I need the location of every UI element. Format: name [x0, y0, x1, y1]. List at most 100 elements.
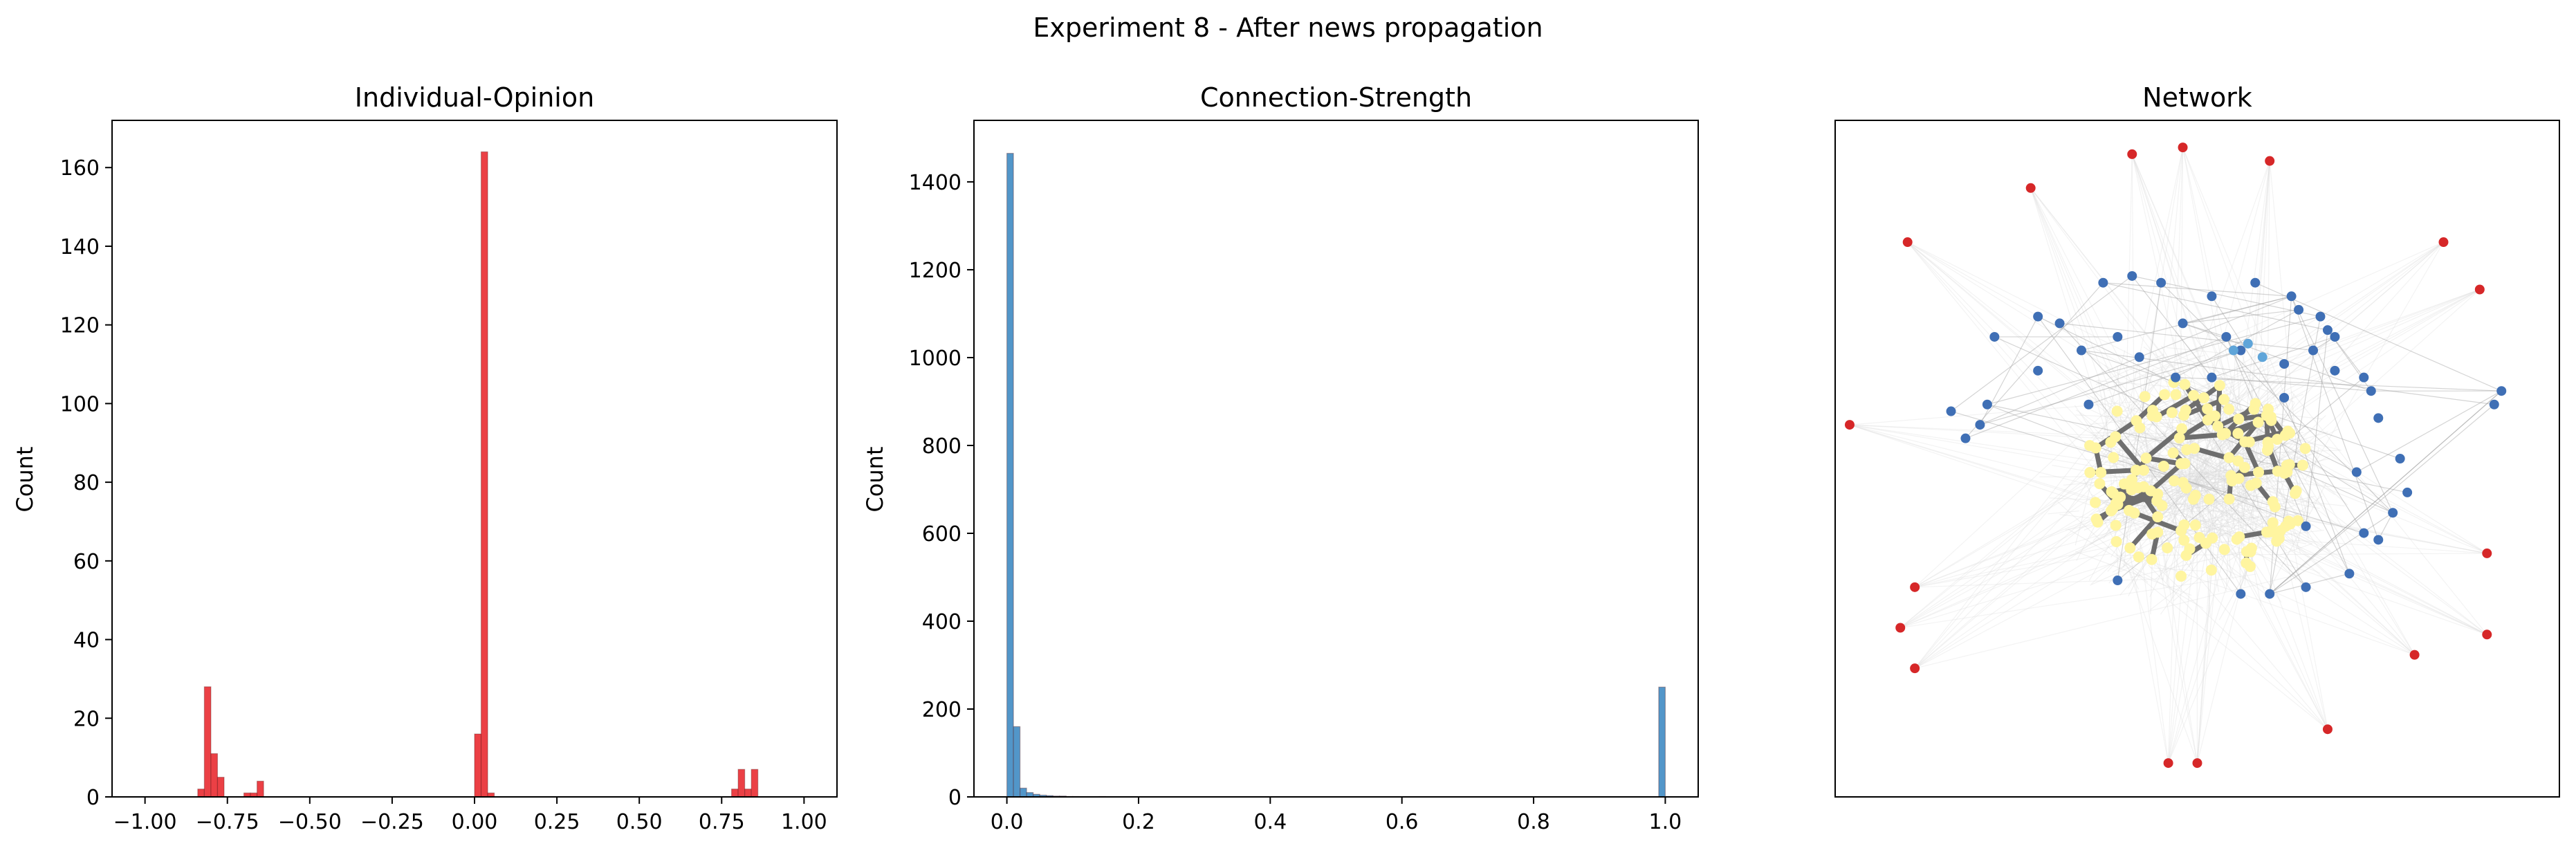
network-edge [2197, 478, 2246, 500]
y-tick-label: 0 [86, 786, 100, 810]
network-edge [1899, 473, 2152, 629]
y-tick-label: 40 [73, 629, 100, 653]
network-core-edge [2154, 393, 2196, 419]
network-node [2127, 270, 2137, 281]
network-edge [2188, 463, 2304, 522]
x-tick-label: −0.50 [278, 810, 342, 834]
network-edge [2266, 160, 2270, 518]
network-edge [2090, 508, 2260, 586]
network-node [2388, 508, 2398, 518]
network-outer-node [2127, 149, 2137, 159]
network-edge [2270, 573, 2350, 595]
network-node [2171, 372, 2181, 383]
network-edge [2083, 478, 2140, 590]
network-edge [2162, 461, 2279, 540]
network-edge [2112, 455, 2330, 573]
network-core-node [2095, 467, 2107, 479]
figure-title: Experiment 8 - After news propagation [1033, 12, 1543, 43]
opinion-histogram: Individual-Opinion −1.00 −0.75 −0.50 −0.25 0.… [12, 82, 838, 834]
x-tick-label: 0.4 [1253, 810, 1287, 834]
network-edge [2239, 494, 2345, 506]
network-core-node [2241, 557, 2252, 569]
x-tick-label: 0.6 [1386, 810, 1419, 834]
network-node [2156, 277, 2166, 288]
network-edge [2030, 187, 2180, 389]
network-edge [2139, 540, 2169, 764]
network-edge [2137, 425, 2175, 450]
network-edge [1849, 424, 2237, 555]
network-edge [2283, 397, 2350, 574]
y-tick-label: 0 [948, 786, 962, 810]
network-edge [2122, 562, 2328, 730]
network-core-node [2272, 466, 2283, 477]
network-core-node [2283, 515, 2294, 527]
histogram-bar [210, 753, 219, 798]
network-edge [2201, 522, 2321, 574]
network-edge [1914, 485, 2259, 669]
network-node [2250, 277, 2261, 288]
network-edge [2142, 427, 2283, 513]
network-core-node [2111, 405, 2123, 417]
network-edge [2182, 295, 2292, 324]
network-edge [2192, 479, 2328, 730]
network-node [1989, 331, 2000, 342]
network-edge [2048, 511, 2079, 515]
network-outer-node [1844, 420, 1855, 430]
network-core-node [2233, 413, 2245, 425]
network-edge [2232, 495, 2258, 530]
network-core-node [2263, 526, 2274, 538]
x-tick-label: −0.75 [196, 810, 259, 834]
network-edge [1965, 336, 2227, 439]
network-edge [2236, 497, 2277, 595]
network-core-node [2166, 407, 2178, 419]
network-edge [2175, 354, 2294, 403]
network-nodes [1844, 142, 2507, 769]
network-edge [2068, 470, 2218, 558]
network-core-node [2202, 403, 2214, 415]
network-edge [2141, 510, 2328, 730]
network-node [2359, 528, 2369, 538]
y-tick-label: 80 [73, 471, 100, 495]
network-edge [2241, 540, 2328, 730]
network-core-node [2158, 460, 2169, 472]
network-node [2178, 318, 2188, 329]
network-node [1982, 399, 1992, 410]
network-edge [2305, 330, 2328, 526]
network-edge [1899, 441, 2241, 629]
network-edge [2196, 491, 2265, 764]
network-outer-node [2265, 156, 2275, 166]
network-node [2286, 291, 2297, 302]
network-edge [2196, 454, 2228, 764]
network-edge [2139, 295, 2292, 358]
network-edge [2240, 452, 2487, 635]
network-edge [2095, 354, 2206, 393]
panel-title: Network [2142, 82, 2252, 113]
network-edge [2217, 288, 2481, 407]
network-outer-node [1895, 623, 1906, 633]
network-edge [1914, 398, 2235, 669]
network-edge [2178, 493, 2189, 525]
network-edge [1907, 241, 2196, 387]
network-edge [2097, 498, 2487, 635]
network-edge [2175, 377, 2393, 513]
network-core-node [2223, 493, 2235, 505]
network-node [2330, 331, 2340, 342]
network-core-node [2252, 416, 2264, 428]
network-edge [1914, 378, 2245, 669]
network-edge [1951, 410, 2364, 534]
network-core-node [2146, 405, 2158, 416]
network-core-node [2115, 491, 2126, 503]
network-core-node [2146, 553, 2158, 565]
network-edge [2214, 426, 2232, 542]
network-edge [2149, 147, 2184, 506]
network-edge [2076, 497, 2110, 561]
network-edge [2143, 421, 2198, 764]
network-edge [1987, 404, 2306, 527]
network-edge [2216, 483, 2331, 551]
network-edge [2239, 460, 2308, 516]
network-edge [2203, 475, 2209, 486]
network-edge [2162, 439, 2218, 471]
network-edge [2107, 241, 2444, 392]
network-edge [2075, 410, 2197, 488]
network-outer-node [2163, 758, 2173, 769]
